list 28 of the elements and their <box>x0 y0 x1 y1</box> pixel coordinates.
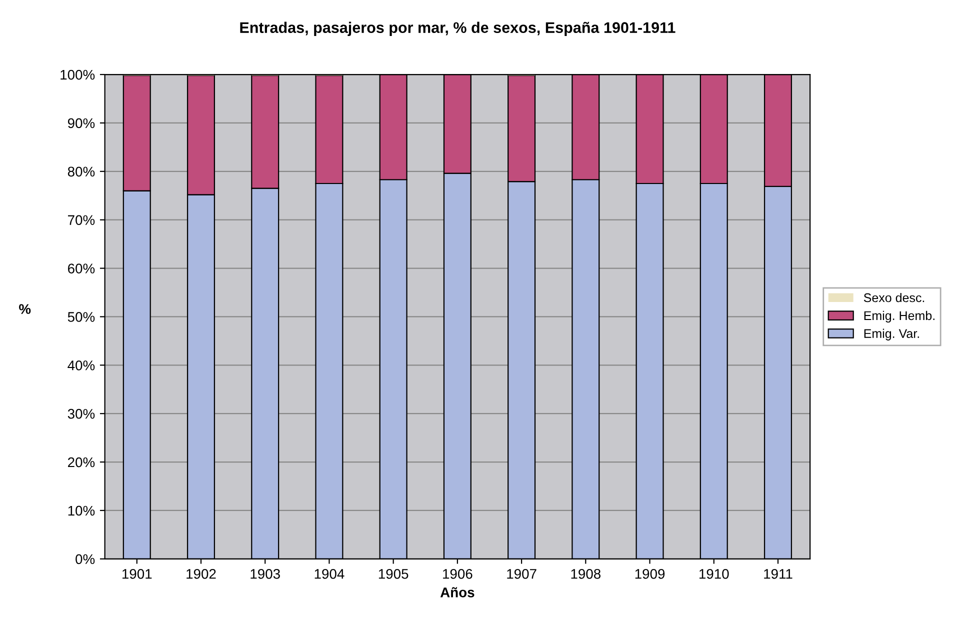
x-tick-label: 1909 <box>635 568 665 579</box>
x-tick-label: 1905 <box>378 568 408 579</box>
x-tick-label: 1906 <box>443 568 472 579</box>
x-tick-label: 1902 <box>186 568 216 579</box>
x-tick-label: 1903 <box>250 568 280 579</box>
legend-label: Sexo desc. <box>864 292 924 302</box>
y-tick-label: 30% <box>68 408 95 419</box>
y-tick-label: 0% <box>76 554 95 564</box>
y-tick-label: 20% <box>68 457 95 468</box>
x-tick-label: 1910 <box>699 568 729 579</box>
y-tick-label: 100% <box>60 70 95 80</box>
legend-label: Emig. Hemb. <box>864 310 934 323</box>
y-tick-label: 60% <box>68 264 95 274</box>
x-tick-label: 1901 <box>122 568 152 579</box>
y-tick-label: 70% <box>68 215 95 226</box>
x-axis-title: Años <box>440 587 474 598</box>
x-tick-label: 1908 <box>571 568 601 579</box>
y-tick-label: 90% <box>68 118 95 128</box>
y-tick-label: 10% <box>68 506 95 516</box>
legend-label: Emig. Var. <box>864 328 919 340</box>
y-axis-title: % <box>19 304 31 314</box>
x-tick-label: 1911 <box>764 568 792 579</box>
x-tick-label: 1904 <box>314 568 344 579</box>
y-tick-label: 80% <box>68 166 95 177</box>
y-tick-label: 40% <box>68 360 95 370</box>
chart-title: Entradas, pasajeros por mar, % de sexos, España 1901-1911 <box>240 22 676 36</box>
y-tick-label: 50% <box>68 312 95 322</box>
x-tick-label: 1907 <box>507 568 536 579</box>
